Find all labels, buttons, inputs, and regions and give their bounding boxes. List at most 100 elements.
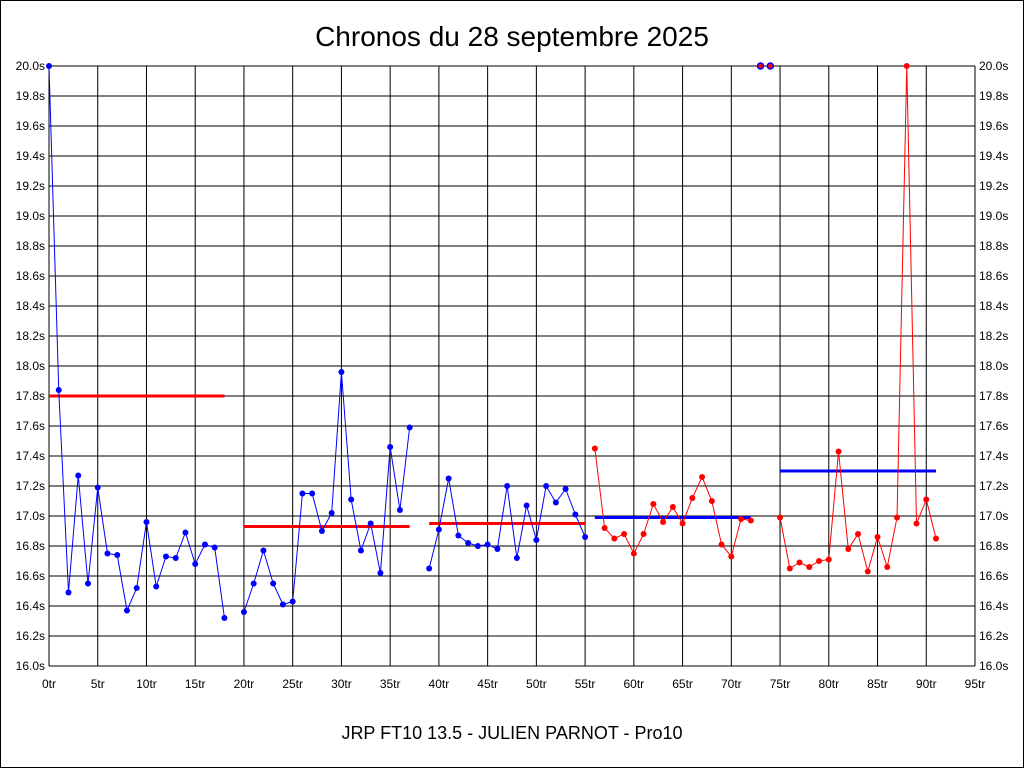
y-tick-label-right: 17.2s (979, 479, 1008, 493)
data-point (46, 63, 52, 69)
y-tick-label-right: 16.2s (979, 629, 1008, 643)
data-point (104, 550, 111, 557)
y-tick-label-left: 20.0s (16, 59, 45, 73)
data-point (84, 580, 91, 587)
y-tick-label-right: 20.0s (979, 59, 1008, 73)
data-point (806, 564, 813, 570)
y-tick-label-right: 18.4s (979, 299, 1008, 313)
data-point (455, 532, 462, 539)
isolated-data-point (766, 62, 775, 70)
data-point (114, 552, 121, 558)
y-tick-label-left: 16.8s (16, 539, 45, 553)
y-tick-label-right: 18.2s (979, 329, 1008, 343)
data-point (270, 580, 277, 587)
data-point (143, 519, 150, 525)
y-tick-label-left: 19.2s (16, 179, 45, 193)
x-tick-label: 60tr (623, 677, 644, 691)
y-tick-label-right: 17.0s (979, 509, 1008, 523)
x-tick-label: 70tr (721, 677, 742, 691)
data-point (816, 558, 823, 564)
data-point (318, 528, 325, 534)
data-point (435, 526, 442, 533)
data-point (796, 559, 803, 566)
data-point (640, 531, 647, 537)
series (46, 62, 940, 621)
data-point (133, 585, 140, 591)
x-tick-label: 65tr (672, 677, 693, 691)
data-point (786, 565, 793, 572)
data-point (348, 496, 355, 503)
data-point (855, 531, 862, 537)
data-point (582, 534, 589, 540)
data-point (562, 486, 569, 492)
data-point (182, 529, 189, 536)
y-tick-label-right: 19.4s (979, 149, 1008, 163)
x-tick-label: 0tr (42, 677, 56, 691)
data-point (396, 507, 403, 513)
data-point (523, 502, 530, 509)
data-point (738, 516, 745, 522)
series-line (594, 448, 751, 558)
y-tick-label-right: 16.0s (979, 659, 1008, 673)
data-point (591, 445, 598, 452)
y-tick-label-left: 16.0s (16, 659, 45, 673)
data-point (445, 475, 452, 482)
y-tick-label-right: 17.8s (979, 389, 1008, 403)
data-point (552, 499, 559, 506)
y-tick-label-left: 19.6s (16, 119, 45, 133)
data-point (835, 448, 842, 455)
data-point (933, 535, 940, 542)
data-point (621, 531, 628, 537)
y-tick-label-left: 18.6s (16, 269, 45, 283)
data-point (192, 561, 199, 567)
data-point (825, 556, 832, 563)
data-point (777, 514, 784, 521)
y-tick-label-left: 18.0s (16, 359, 45, 373)
x-tick-label: 75tr (770, 677, 791, 691)
data-point (465, 540, 472, 546)
data-point (55, 387, 62, 393)
data-point (533, 537, 540, 543)
x-tick-label: 45tr (477, 677, 498, 691)
y-tick-label-left: 19.8s (16, 89, 45, 103)
data-point (864, 568, 871, 575)
y-tick-label-right: 19.8s (979, 89, 1008, 103)
x-tick-label: 5tr (91, 677, 105, 691)
data-point (387, 444, 394, 450)
data-point (406, 424, 413, 431)
y-tick-label-left: 17.6s (16, 419, 45, 433)
data-point (240, 609, 247, 615)
data-point (162, 553, 169, 560)
data-point (699, 474, 706, 480)
data-point (543, 483, 550, 489)
y-tick-label-left: 19.4s (16, 149, 45, 163)
data-point (65, 589, 72, 596)
data-point (172, 555, 179, 561)
x-tick-label: 20tr (234, 677, 255, 691)
data-point (260, 547, 267, 554)
series-line (48, 65, 225, 619)
x-tick-label: 50tr (526, 677, 547, 691)
data-point (153, 583, 160, 590)
data-point (611, 535, 618, 542)
data-point (123, 607, 130, 614)
data-point (913, 520, 920, 527)
data-point (474, 543, 481, 549)
data-point (250, 580, 257, 587)
x-tick-label: 85tr (867, 677, 888, 691)
data-point (377, 570, 384, 576)
y-tick-label-left: 16.2s (16, 629, 45, 643)
data-point (884, 564, 891, 570)
data-point (894, 514, 901, 521)
data-point (718, 541, 725, 548)
y-tick-label-right: 17.6s (979, 419, 1008, 433)
data-point (211, 544, 218, 551)
y-tick-label-right: 17.4s (979, 449, 1008, 463)
x-tick-label: 80tr (818, 677, 839, 691)
data-point (94, 484, 101, 491)
y-tick-label-right: 16.6s (979, 569, 1008, 583)
data-point (669, 504, 676, 510)
data-point (747, 517, 754, 524)
